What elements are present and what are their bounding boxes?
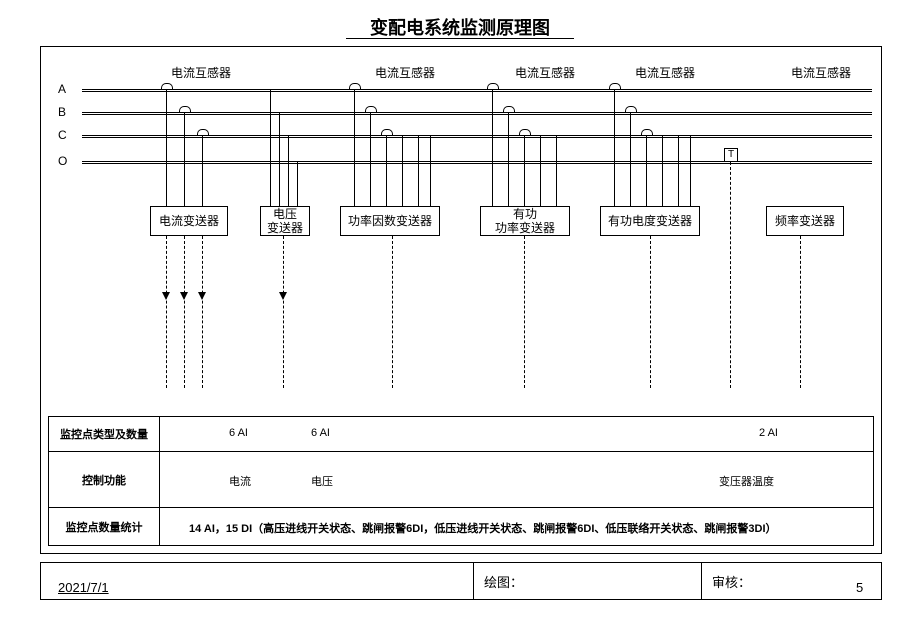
pf-tx-ct-hump-1 [365,106,377,112]
current-tx-arrow-2 [198,292,206,300]
t-stub-icon: T [724,148,738,162]
table-value-1-0: 电流 [229,473,251,489]
table-row-0: 监控点类型及数量 6 AI 6 AI 2 AI [49,417,873,451]
active-tx-drop-4 [556,136,557,206]
pf-tx-drop-4 [418,136,419,206]
energy-tx-ct-hump-1 [625,106,637,112]
bus-line-B [82,112,872,115]
table-value-2-0: 14 AI，15 DI（高压进线开关状态、跳闸报警6DI，低压进线开关状态、跳闸… [189,520,777,536]
footer-draw-label: 绘图： [484,572,523,591]
footer-frame [40,562,882,600]
table-row-body-1: 电流 电压 变压器温度 [159,452,873,508]
bus-line-O [82,161,872,164]
voltage-tx-drop-3 [297,162,298,206]
pf-tx-drop-3 [402,136,403,206]
freq-tx-box: 频率变送器 [766,206,844,236]
current-tx-ct-hump-0 [161,83,173,89]
active-tx-ct-hump-2 [519,129,531,135]
table-row-2: 监控点数量统计 14 AI，15 DI（高压进线开关状态、跳闸报警6DI，低压进线… [49,507,873,546]
active-tx-drop-0 [492,90,493,206]
table-row-body-0: 6 AI 6 AI 2 AI [159,417,873,451]
current-tx-drop-2 [202,136,203,206]
footer-divider-1 [473,563,474,599]
active-tx-ct-hump-0 [487,83,499,89]
energy-tx-box: 有功电度变送器 [600,206,700,236]
table-row-head-0: 监控点类型及数量 [49,417,160,451]
freq-tx-dash-0 [800,236,801,388]
energy-tx-drop-5 [690,136,691,206]
footer-page-number: 5 [856,580,863,595]
pf-tx-drop-1 [370,113,371,206]
pf-tx-drop-0 [354,90,355,206]
current-tx-drop-1 [184,113,185,206]
energy-tx-drop-4 [678,136,679,206]
ct-label-2: 电流互感器 [500,64,590,81]
phase-label-C: C [58,128,67,142]
energy-tx-drop-3 [662,136,663,206]
table-row-head-2: 监控点数量统计 [49,508,160,546]
pf-tx-ct-hump-2 [381,129,393,135]
footer-divider-2 [701,563,702,599]
voltage-tx-drop-0 [270,90,271,206]
ct-label-4: 电流互感器 [776,64,866,81]
voltage-tx-arrow-0 [279,292,287,300]
page-title: 变配电系统监测原理图 [0,14,920,40]
current-tx-drop-0 [166,90,167,206]
active-tx-drop-3 [540,136,541,206]
footer-check-label: 审核： [712,572,751,591]
pf-tx-dash-0 [392,236,393,388]
energy-tx-drop-2 [646,136,647,206]
title-underline [346,38,574,39]
current-tx-dash-2 [202,236,203,388]
bus-line-A [82,89,872,92]
t-stub-dash [730,162,731,388]
current-tx-dash-0 [166,236,167,388]
energy-tx-ct-hump-0 [609,83,621,89]
pf-tx-ct-hump-0 [349,83,361,89]
voltage-tx-drop-1 [279,113,280,206]
active-tx-drop-1 [508,113,509,206]
active-tx-ct-hump-1 [503,106,515,112]
ct-label-1: 电流互感器 [360,64,450,81]
monitor-table: 监控点类型及数量 6 AI 6 AI 2 AI 控制功能 电流 电压 变压器温度监控点数量统计… [48,416,874,546]
active-tx-box: 有功功率变送器 [480,206,570,236]
current-tx-box: 电流变送器 [150,206,228,236]
phase-label-O: O [58,154,67,168]
current-tx-dash-1 [184,236,185,388]
table-value-0-0: 6 AI [229,427,248,439]
energy-tx-ct-hump-2 [641,129,653,135]
energy-tx-drop-1 [630,113,631,206]
table-row-head-1: 控制功能 [49,452,160,508]
bus-line-C [82,135,872,138]
current-tx-ct-hump-2 [197,129,209,135]
energy-tx-drop-0 [614,90,615,206]
current-tx-ct-hump-1 [179,106,191,112]
ct-label-3: 电流互感器 [620,64,710,81]
energy-tx-dash-0 [650,236,651,388]
table-value-1-2: 变压器温度 [719,473,774,489]
pf-tx-drop-2 [386,136,387,206]
phase-label-B: B [58,105,66,119]
voltage-tx-dash-0 [283,236,284,388]
table-row-1: 控制功能 电流 电压 变压器温度 [49,451,873,508]
table-row-body-2: 14 AI，15 DI（高压进线开关状态、跳闸报警6DI，低压进线开关状态、跳闸… [159,508,873,546]
table-value-0-1: 6 AI [311,427,330,439]
pf-tx-drop-5 [430,136,431,206]
current-tx-arrow-1 [180,292,188,300]
active-tx-drop-2 [524,136,525,206]
active-tx-dash-0 [524,236,525,388]
voltage-tx-box: 电压变送器 [260,206,310,236]
phase-label-A: A [58,82,66,96]
ct-label-0: 电流互感器 [156,64,246,81]
voltage-tx-drop-2 [288,136,289,206]
table-value-0-2: 2 AI [759,427,778,439]
table-value-1-1: 电压 [311,473,333,489]
footer-date: 2021/7/1 [58,580,109,595]
current-tx-arrow-0 [162,292,170,300]
pf-tx-box: 功率因数变送器 [340,206,440,236]
